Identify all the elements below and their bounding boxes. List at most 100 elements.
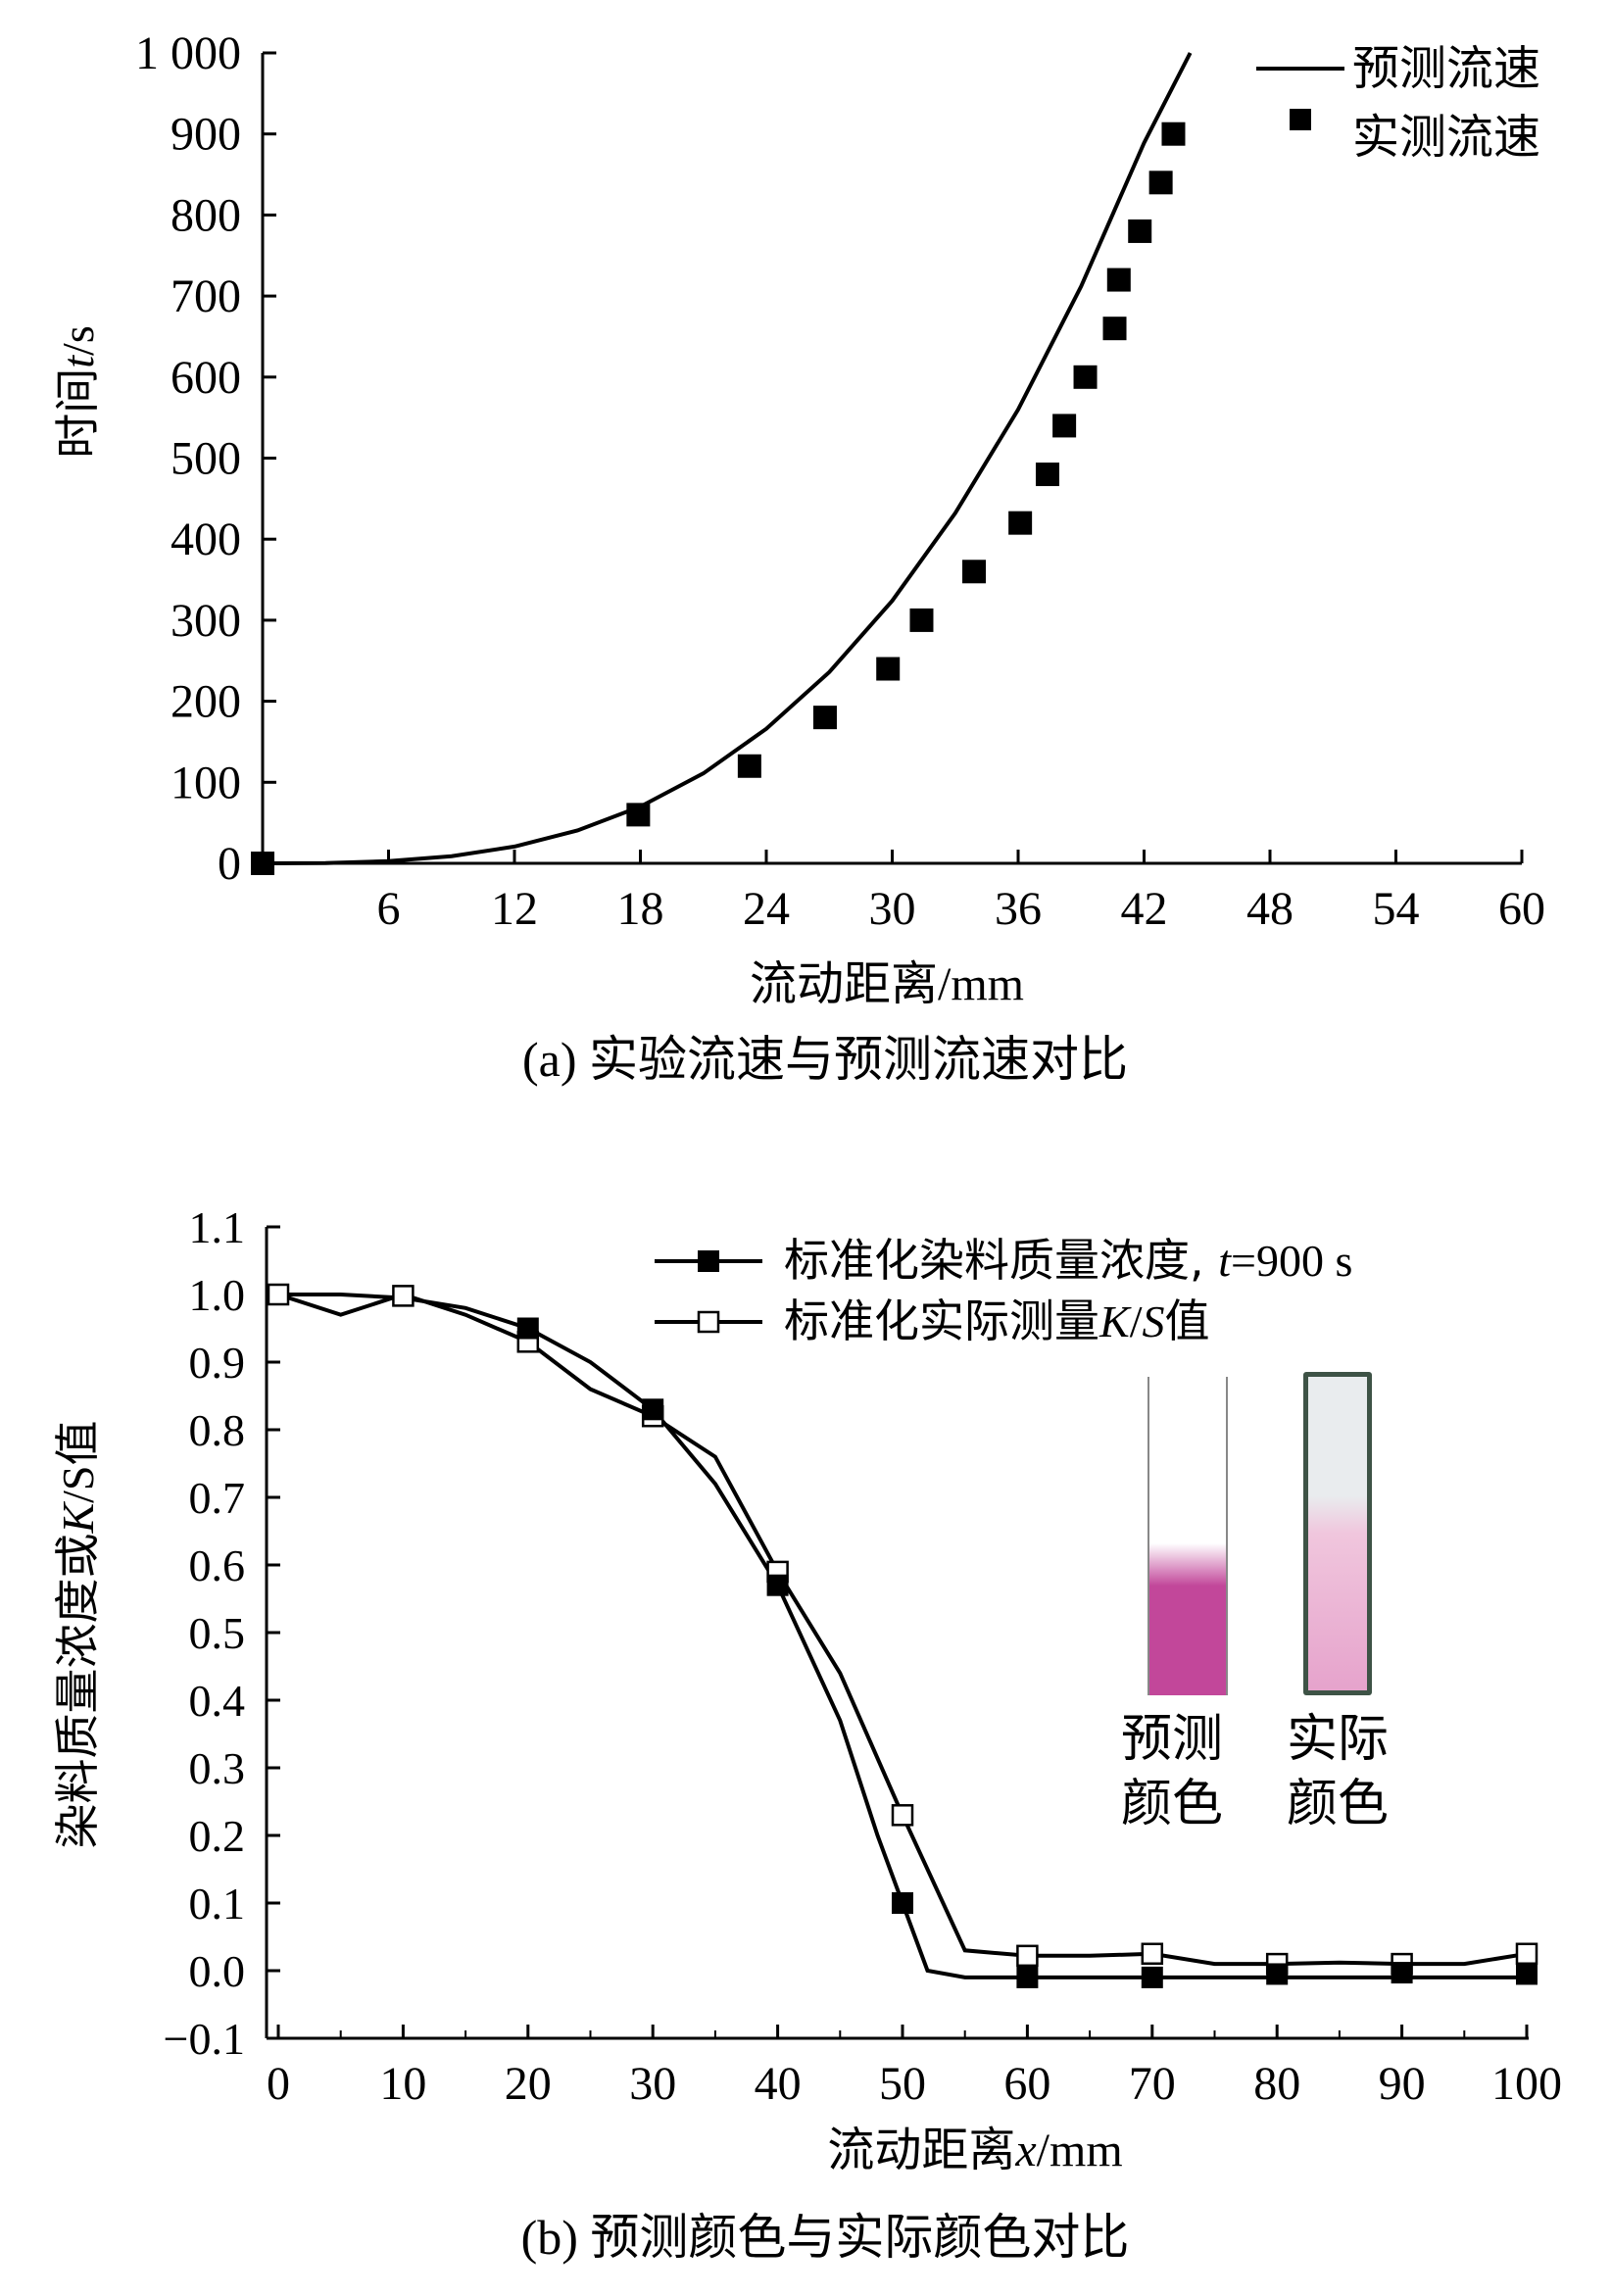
panel-b-ks-point bbox=[392, 1285, 415, 1307]
panel-a-y-tick-label: 800 bbox=[171, 189, 241, 241]
panel-b-x-tick-label: 50 bbox=[879, 2058, 926, 2110]
panel-b-y-tick-label: 0.7 bbox=[189, 1473, 246, 1523]
panel-b-ks-point bbox=[1515, 1942, 1538, 1965]
actual-color-label-line2: 颜色 bbox=[1287, 1775, 1389, 1833]
panel-b-concentration-point bbox=[1016, 1966, 1039, 1988]
predicted-color-strip bbox=[1147, 1377, 1228, 1695]
panel-a-y-label: 时间t/s bbox=[51, 325, 104, 458]
panel-b-y-tick-label: 0.9 bbox=[189, 1338, 246, 1388]
panel-b-x-tick-label: 60 bbox=[1003, 2058, 1050, 2110]
panel-b-y-tick-label: 0.6 bbox=[189, 1540, 246, 1590]
panel-b-y-tick-label: −0.1 bbox=[164, 2014, 245, 2064]
actual-color-label-line1: 实际 bbox=[1287, 1710, 1389, 1769]
panel-b-y-tick-label: 0.0 bbox=[189, 1946, 246, 1996]
panel-a-y-tick-label: 100 bbox=[171, 757, 241, 808]
legend-predicted-label: 预测流速 bbox=[1352, 41, 1540, 96]
panel-a-measured-point bbox=[737, 754, 761, 778]
panel-b-x-tick-label: 0 bbox=[267, 2058, 290, 2110]
panel-a-y-tick-label: 700 bbox=[171, 270, 241, 322]
panel-a-measured-point bbox=[1161, 122, 1186, 146]
panel-b-x-label: 流动距离x/mm bbox=[827, 2123, 1122, 2177]
panel-b-x-tick-label: 100 bbox=[1491, 2058, 1562, 2110]
legend-ks-marker bbox=[697, 1310, 720, 1334]
panel-a-x-tick-label: 36 bbox=[995, 883, 1042, 935]
panel-a-measured-point bbox=[1008, 511, 1033, 535]
panel-b-concentration-point bbox=[1266, 1963, 1289, 1985]
panel-b-y-tick-label: 1.1 bbox=[189, 1202, 246, 1252]
panel-a-y-tick-label: 600 bbox=[171, 352, 241, 404]
panel-a-x-tick-label: 54 bbox=[1373, 883, 1420, 935]
panel-a-x-tick-label: 30 bbox=[869, 883, 916, 935]
panel-b-y-tick-label: 0.3 bbox=[189, 1743, 246, 1793]
panel-b-x-tick-label: 30 bbox=[629, 2058, 676, 2110]
panel-a-measured-point bbox=[1102, 317, 1127, 341]
panel-a-y-tick-label: 200 bbox=[171, 676, 241, 728]
actual-color-strip bbox=[1303, 1372, 1372, 1695]
panel-a-caption: (a) 实验流速与预测流速对比 bbox=[522, 1031, 1128, 1088]
panel-b-ks-point bbox=[1141, 1942, 1164, 1965]
panel-a-measured-point bbox=[251, 852, 274, 875]
panel-b-x-tick-label: 90 bbox=[1379, 2058, 1426, 2110]
panel-a-y-tick-label: 900 bbox=[171, 109, 241, 161]
legend-measured-label: 实测流速 bbox=[1352, 110, 1540, 165]
panel-b-legend: 标准化染料质量浓度, t=900 s 标准化实际测量K/S值 bbox=[655, 1234, 1352, 1347]
panel-a-x-tick-label: 18 bbox=[617, 883, 664, 935]
color-comparison-inset: 预测 颜色 实际 颜色 bbox=[1121, 1372, 1389, 1833]
predicted-color-label-line2: 颜色 bbox=[1121, 1775, 1223, 1833]
panel-a-y-tick-label: 0 bbox=[218, 838, 241, 890]
panel-b-caption: (b) 预测颜色与实际颜色对比 bbox=[521, 2209, 1130, 2266]
panel-a-chart: 6 12 18 24 30 36 42 48 54 60 0 100 200 300 400 500 600 7… bbox=[51, 27, 1545, 1088]
panel-a-measured-point bbox=[1128, 219, 1152, 243]
legend-concentration-marker bbox=[698, 1250, 719, 1272]
panel-a-x-tick-label: 6 bbox=[377, 883, 401, 935]
panel-a-measured-point bbox=[812, 706, 837, 730]
panel-b-ks-point bbox=[267, 1283, 290, 1306]
panel-b-y-tick-label: 0.2 bbox=[189, 1811, 246, 1861]
panel-b-y-tick-label: 0.1 bbox=[189, 1879, 246, 1929]
panel-b-y-tick-label: 0.5 bbox=[189, 1608, 246, 1658]
panel-b-y-label: 染料质量浓度或K/S值 bbox=[51, 1420, 104, 1848]
panel-b-x-tick-label: 10 bbox=[379, 2058, 426, 2110]
actual-color-swatch bbox=[1308, 1377, 1367, 1690]
panel-b-concentration-point bbox=[1391, 1962, 1413, 1984]
panel-b-x-tick-label: 40 bbox=[755, 2058, 802, 2110]
panel-a-measured-point bbox=[1148, 171, 1173, 195]
panel-a-x-tick-label: 60 bbox=[1498, 883, 1545, 935]
panel-a-y-tick-label: 1 000 bbox=[135, 27, 241, 79]
panel-b-concentration-point bbox=[1516, 1963, 1538, 1985]
panel-b-concentration-point bbox=[516, 1317, 539, 1340]
panel-a-measured-point bbox=[962, 560, 987, 584]
panel-b-x-tick-label: 20 bbox=[505, 2058, 552, 2110]
panel-a-measured-point bbox=[876, 657, 901, 681]
panel-b-y-tick-label: 0.8 bbox=[189, 1405, 246, 1455]
panel-b-ks-point bbox=[891, 1804, 914, 1827]
panel-a-y-tick-label: 500 bbox=[171, 433, 241, 485]
panel-a-predicted-curve bbox=[262, 52, 1193, 865]
panel-b-x-tick-label: 70 bbox=[1129, 2058, 1176, 2110]
panel-a-x-tick-label: 48 bbox=[1246, 883, 1294, 935]
panel-a-measured-point bbox=[1106, 268, 1131, 292]
panel-a-measured-point bbox=[1052, 414, 1077, 438]
panel-b-concentration-point bbox=[766, 1574, 789, 1596]
predicted-color-swatch bbox=[1149, 1543, 1226, 1695]
predicted-color-label-line1: 预测 bbox=[1121, 1710, 1223, 1769]
panel-b-ks-point bbox=[1016, 1944, 1039, 1968]
panel-a-measured-point bbox=[909, 608, 934, 632]
panel-b-concentration-point bbox=[892, 1892, 913, 1914]
panel-b-y-tick-label: 1.0 bbox=[189, 1270, 246, 1320]
panel-b-chart: 0 10 20 30 40 50 60 70 80 90 100 −0.1 0.0 0.1 0.2 0.3 0… bbox=[51, 1202, 1562, 2266]
panel-a-measured-point bbox=[626, 803, 651, 827]
panel-a-x-tick-label: 42 bbox=[1121, 883, 1168, 935]
legend-measured-marker bbox=[1290, 109, 1311, 130]
legend-concentration-label: 标准化染料质量浓度, t=900 s bbox=[784, 1234, 1352, 1287]
panel-b-x-tick-label: 80 bbox=[1253, 2058, 1300, 2110]
panel-a-x-tick-label: 24 bbox=[743, 883, 790, 935]
panel-a-legend: 预测流速 实测流速 bbox=[1256, 41, 1540, 165]
panel-a-y-tick-label: 400 bbox=[171, 513, 241, 565]
legend-ks-label: 标准化实际测量K/S值 bbox=[784, 1295, 1209, 1347]
panel-a-x-tick-label: 12 bbox=[491, 883, 538, 935]
panel-b-concentration-point bbox=[1141, 1966, 1163, 1988]
panel-a-measured-point bbox=[1073, 365, 1098, 389]
panel-b-concentration-point bbox=[642, 1398, 664, 1421]
